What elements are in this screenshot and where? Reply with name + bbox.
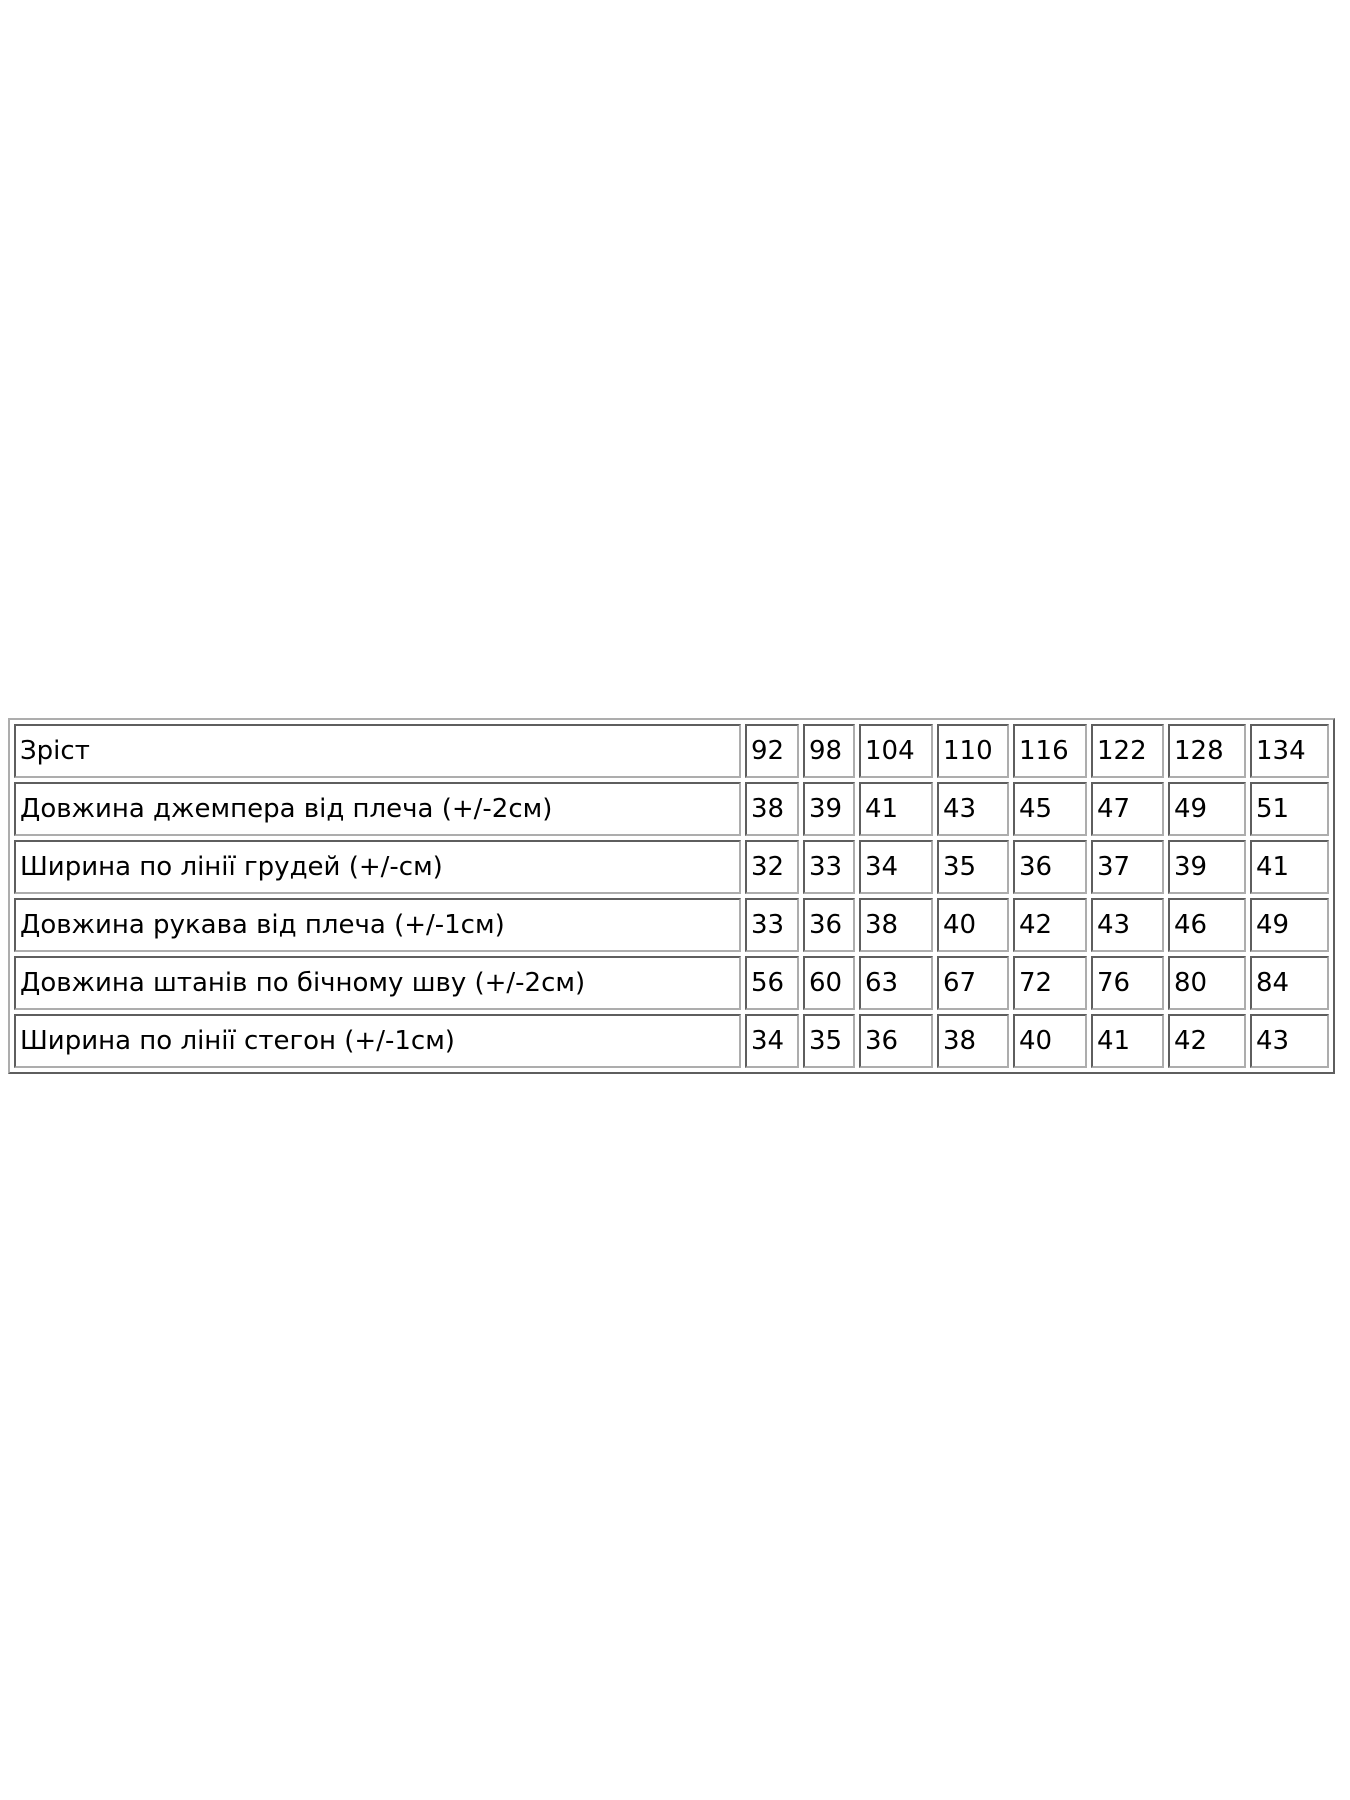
table-cell: 104 [859, 724, 933, 778]
table-cell: 51 [1250, 782, 1329, 836]
table-cell: 35 [803, 1014, 855, 1068]
table-cell: 98 [803, 724, 855, 778]
table-cell: 128 [1168, 724, 1246, 778]
table-cell: 34 [745, 1014, 799, 1068]
table-cell: 63 [859, 956, 933, 1010]
table-cell: 36 [859, 1014, 933, 1068]
table-cell: 38 [859, 898, 933, 952]
table-cell: 40 [1013, 1014, 1087, 1068]
table-cell: 43 [937, 782, 1009, 836]
table-cell: 49 [1250, 898, 1329, 952]
table-cell: 32 [745, 840, 799, 894]
table-cell: 49 [1168, 782, 1246, 836]
table-cell: 42 [1168, 1014, 1246, 1068]
table-cell: 47 [1091, 782, 1164, 836]
table-cell: 41 [1091, 1014, 1164, 1068]
table-cell: 36 [803, 898, 855, 952]
table-cell: 37 [1091, 840, 1164, 894]
row-label-sleeve-length: Довжина рукава від плеча (+/-1см) [14, 898, 741, 952]
table-cell: 67 [937, 956, 1009, 1010]
table-cell: 36 [1013, 840, 1087, 894]
table-cell: 110 [937, 724, 1009, 778]
table-row-jumper-length: Довжина джемпера від плеча (+/-2см) 38 3… [14, 782, 1329, 836]
row-label-pants-length: Довжина штанів по бічному шву (+/-2см) [14, 956, 741, 1010]
table-cell: 60 [803, 956, 855, 1010]
table-cell: 39 [803, 782, 855, 836]
table-cell: 122 [1091, 724, 1164, 778]
table-cell: 45 [1013, 782, 1087, 836]
table-cell: 38 [745, 782, 799, 836]
table-row-height: Зріст 92 98 104 110 116 122 128 134 [14, 724, 1329, 778]
table-cell: 72 [1013, 956, 1087, 1010]
table-row-sleeve-length: Довжина рукава від плеча (+/-1см) 33 36 … [14, 898, 1329, 952]
table-cell: 38 [937, 1014, 1009, 1068]
row-label-jumper-length: Довжина джемпера від плеча (+/-2см) [14, 782, 741, 836]
table-row-hip-width: Ширина по лінії стегон (+/-1см) 34 35 36… [14, 1014, 1329, 1068]
table-cell: 43 [1250, 1014, 1329, 1068]
table-cell: 116 [1013, 724, 1087, 778]
row-label-chest-width: Ширина по лінії грудей (+/-см) [14, 840, 741, 894]
table-cell: 42 [1013, 898, 1087, 952]
table-cell: 33 [803, 840, 855, 894]
table-row-chest-width: Ширина по лінії грудей (+/-см) 32 33 34 … [14, 840, 1329, 894]
table-cell: 33 [745, 898, 799, 952]
table-cell: 43 [1091, 898, 1164, 952]
row-label-height: Зріст [14, 724, 741, 778]
table-cell: 46 [1168, 898, 1246, 952]
table-cell: 56 [745, 956, 799, 1010]
table-cell: 35 [937, 840, 1009, 894]
table-cell: 39 [1168, 840, 1246, 894]
table-cell: 84 [1250, 956, 1329, 1010]
table-cell: 80 [1168, 956, 1246, 1010]
table-cell: 92 [745, 724, 799, 778]
table-cell: 76 [1091, 956, 1164, 1010]
row-label-hip-width: Ширина по лінії стегон (+/-1см) [14, 1014, 741, 1068]
table-cell: 41 [859, 782, 933, 836]
table-row-pants-length: Довжина штанів по бічному шву (+/-2см) 5… [14, 956, 1329, 1010]
table-cell: 40 [937, 898, 1009, 952]
size-chart: Зріст 92 98 104 110 116 122 128 134 Довж… [8, 718, 1335, 1074]
size-chart-table: Зріст 92 98 104 110 116 122 128 134 Довж… [8, 718, 1335, 1074]
table-cell: 34 [859, 840, 933, 894]
table-cell: 134 [1250, 724, 1329, 778]
table-cell: 41 [1250, 840, 1329, 894]
